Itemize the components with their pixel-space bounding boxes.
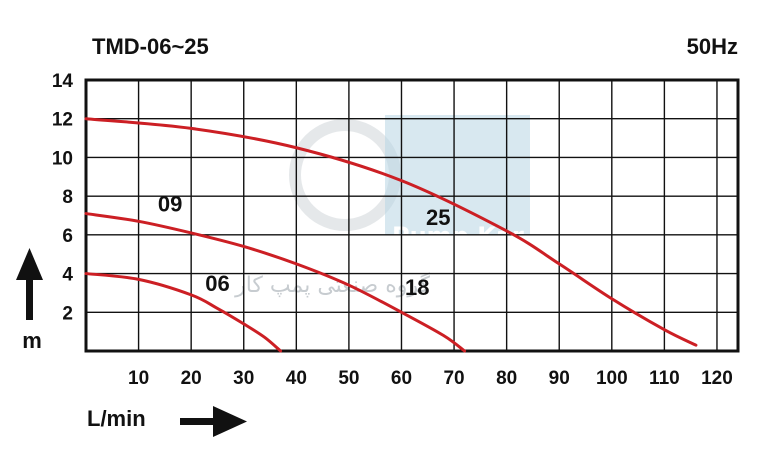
plot-frame bbox=[84, 78, 740, 353]
y-tick-label: 12 bbox=[52, 110, 73, 131]
x-tick-label: 100 bbox=[596, 368, 628, 389]
x-tick-label: 50 bbox=[338, 368, 359, 389]
tick-labels: 10 20 30 40 50 60 70 80 90 100 110 120 2 4 6 8 10 12 14 bbox=[52, 71, 733, 389]
curve-label-06: 06 bbox=[205, 271, 229, 296]
x-tick-label: 30 bbox=[233, 368, 254, 389]
watermark-logo-box bbox=[385, 115, 530, 235]
curves bbox=[84, 117, 698, 353]
y-tick-label: 8 bbox=[62, 187, 73, 208]
x-tick-label: 10 bbox=[128, 368, 149, 389]
x-tick-label: 60 bbox=[391, 368, 412, 389]
curve-label-09: 09 bbox=[158, 192, 182, 217]
y-tick-label: 6 bbox=[62, 226, 73, 247]
curve-label-25: 25 bbox=[426, 205, 450, 230]
y-tick-label: 4 bbox=[62, 265, 73, 286]
curve-labels: 06 09 25 18 bbox=[158, 192, 451, 300]
curve-09 bbox=[84, 212, 467, 353]
chart-title: TMD-06~25 bbox=[92, 34, 209, 59]
curve-06 bbox=[84, 272, 283, 353]
x-axis-label: L/min bbox=[87, 406, 146, 431]
curve-25 bbox=[84, 117, 698, 347]
x-tick-label: 40 bbox=[286, 368, 307, 389]
y-axis-label: m bbox=[22, 328, 42, 353]
y-tick-label: 10 bbox=[52, 148, 73, 169]
x-tick-label: 110 bbox=[649, 368, 680, 389]
watermark-gear-icon bbox=[289, 119, 401, 231]
watermark: Pump Kar گروه صنعتی پمپ کار bbox=[234, 115, 530, 298]
x-axis-arrow-icon bbox=[180, 406, 247, 437]
x-tick-label: 80 bbox=[496, 368, 517, 389]
watermark-logo-text: Pump Kar bbox=[392, 222, 524, 250]
chart-subtitle: 50Hz bbox=[687, 34, 738, 59]
curve-label-18: 18 bbox=[405, 275, 429, 300]
x-tick-label: 120 bbox=[701, 368, 733, 389]
x-tick-label: 70 bbox=[443, 368, 464, 389]
y-axis-arrow-icon bbox=[16, 248, 43, 320]
x-tick-label: 20 bbox=[181, 368, 202, 389]
x-tick-label: 90 bbox=[549, 368, 570, 389]
y-tick-label: 2 bbox=[62, 303, 73, 324]
y-tick-label: 14 bbox=[52, 71, 74, 92]
